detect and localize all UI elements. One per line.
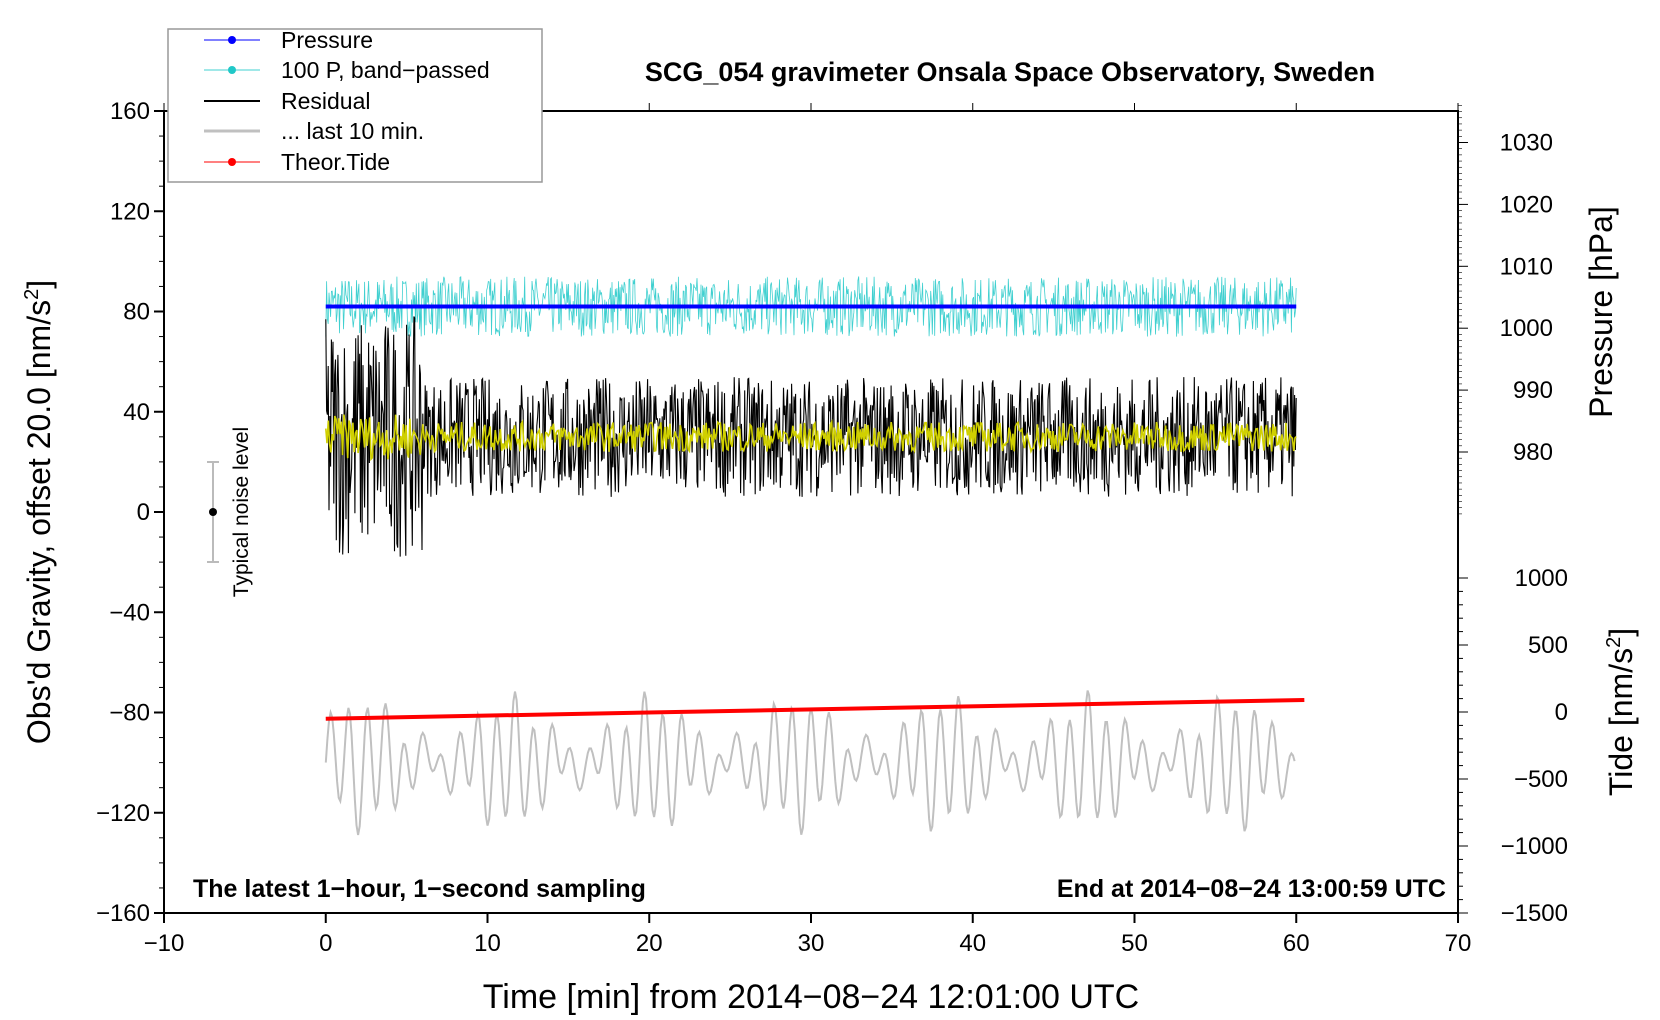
legend-item-theor-tide: Theor.Tide	[204, 149, 390, 175]
x-tick-label: 0	[319, 930, 332, 957]
theor-tide-line	[325, 697, 1305, 721]
y-tick-label: −160	[96, 900, 150, 927]
tide-tick-label: 500	[1528, 632, 1568, 659]
legend-label: Theor.Tide	[281, 149, 390, 175]
pressure-tick-label: 1010	[1500, 253, 1553, 280]
legend-item-band-passed: 100 P, band−passed	[204, 57, 490, 83]
tide-tick-label: −1000	[1501, 833, 1568, 860]
tide-tick-label: 0	[1555, 699, 1568, 726]
y-tick-label: −40	[109, 599, 150, 626]
legend-item-pressure: Pressure	[204, 27, 373, 53]
tide-label-end: ]	[1603, 628, 1639, 637]
y-label-sup: 2	[21, 289, 43, 300]
y-tick-label: −120	[96, 800, 150, 827]
residual-line	[325, 316, 1297, 557]
y-tick-label: 0	[137, 499, 150, 526]
x-axis-label: Time [min] from 2014−08−24 12:01:00 UTC	[483, 978, 1139, 1016]
legend-label: Residual	[281, 88, 371, 114]
last-10-min-line	[324, 690, 1296, 836]
legend-label: ... last 10 min.	[281, 118, 424, 144]
pressure-tick-label: 1000	[1500, 315, 1553, 342]
pressure-tick-label: 990	[1513, 377, 1553, 404]
noise-label: Typical noise level	[230, 427, 253, 597]
traces	[324, 276, 1305, 836]
pressure-axis-label: Pressure [hPa]	[1583, 206, 1619, 418]
x-tick-label: 70	[1445, 930, 1472, 957]
tide-tick-label: −500	[1514, 766, 1568, 793]
pressure-tick-label: 1030	[1500, 130, 1553, 157]
tide-label-sup: 2	[1603, 637, 1625, 648]
tide-tick-label: 1000	[1515, 565, 1568, 592]
legend-item-last-10-min: ... last 10 min.	[204, 118, 424, 144]
legend-label: Pressure	[281, 27, 373, 53]
y-axis-label: Obs'd Gravity, offset 20.0 [nm/s2]	[21, 280, 57, 744]
y-tick-label: 40	[123, 399, 150, 426]
legend-item-residual: Residual	[204, 88, 371, 114]
noise-level-bar	[207, 461, 219, 563]
x-tick-label: 10	[474, 930, 501, 957]
chart-title: SCG_054 gravimeter Onsala Space Observat…	[645, 57, 1375, 87]
residual-smoothed-line	[325, 414, 1297, 462]
tide-label-main: Tide [nm/s	[1603, 648, 1639, 796]
x-tick-label: 30	[798, 930, 825, 957]
tide-axis-label: Tide [nm/s2]	[1603, 628, 1639, 796]
pressure-tick-label: 1020	[1500, 191, 1553, 218]
y-tick-label: 120	[110, 198, 150, 225]
tide-tick-label: −1500	[1501, 900, 1568, 927]
legend: Pressure 100 P, band−passed Residual ...…	[167, 27, 543, 183]
ticks: −10 0 10 20 30 40 50 60 7016012080400−40−80−120−…	[96, 98, 1568, 957]
x-tick-label: 20	[636, 930, 663, 957]
band-passed-pressure-line	[325, 276, 1297, 337]
x-tick-label: 50	[1121, 930, 1148, 957]
y-tick-label: 160	[110, 98, 150, 125]
legend-label: 100 P, band−passed	[281, 57, 490, 83]
annotation-sampling: The latest 1−hour, 1−second sampling	[193, 875, 646, 903]
x-tick-label: 40	[959, 930, 986, 957]
y-tick-label: −80	[109, 700, 150, 727]
x-tick-label: −10	[144, 930, 185, 957]
y-label-main: Obs'd Gravity, offset 20.0 [nm/s	[21, 300, 57, 744]
annotation-end-time: End at 2014−08−24 13:00:59 UTC	[1057, 875, 1446, 903]
pressure-tick-label: 980	[1513, 439, 1553, 466]
y-tick-label: 80	[123, 299, 150, 326]
x-tick-label: 60	[1283, 930, 1310, 957]
y-label-end: ]	[21, 280, 57, 289]
